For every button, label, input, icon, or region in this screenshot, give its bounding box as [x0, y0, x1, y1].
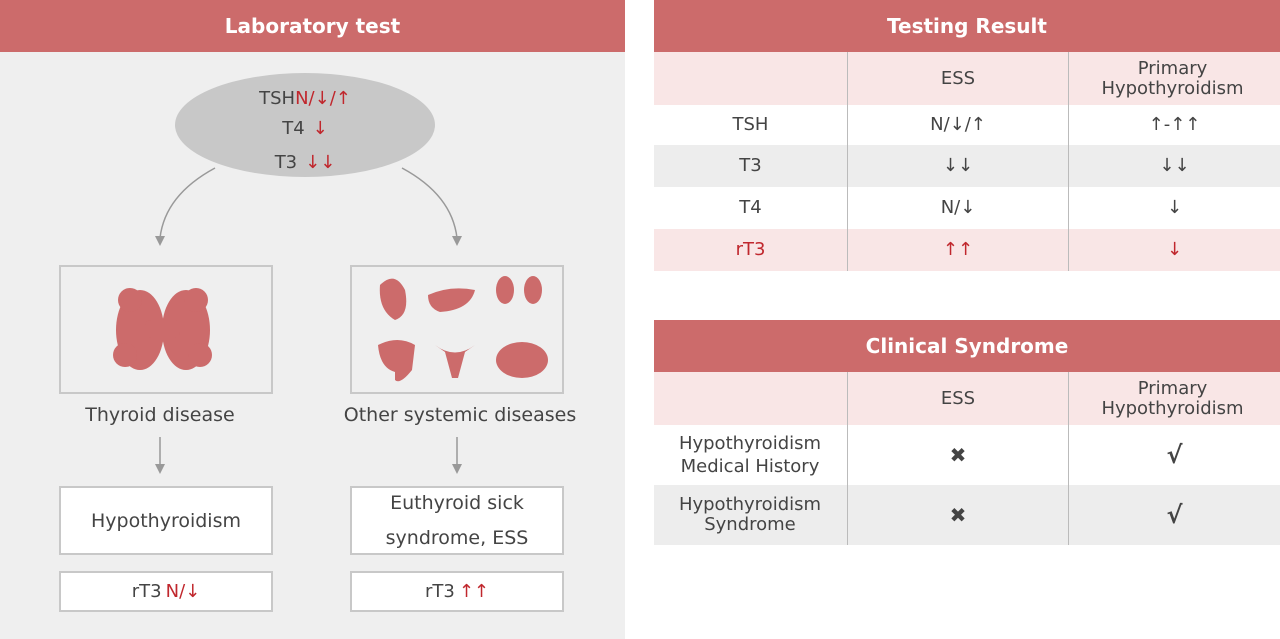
cell: ↓↓: [1159, 155, 1190, 176]
rt3-value: ↑↑: [458, 581, 490, 602]
cell: ↓: [1166, 197, 1183, 218]
cell: TSH: [732, 114, 769, 135]
header-row: [654, 372, 1280, 425]
cell: ✖: [949, 503, 967, 527]
column-header: ESS: [940, 67, 976, 89]
column-header: Primary Hypothyroidism: [1101, 57, 1244, 99]
result-box: Euthyroid sick syndrome, ESS: [350, 486, 564, 555]
divider: [1068, 52, 1069, 271]
rt3-box: rT3 ↑↑: [350, 571, 564, 612]
left-graphics: [113, 73, 548, 474]
oval-value: ↓: [312, 117, 328, 139]
column-header: Primary Hypothyroidism: [1101, 377, 1244, 419]
oval-row: T3 ↓↓: [200, 148, 410, 176]
rt3-box: rT3 N/↓: [59, 571, 273, 612]
divider: [1068, 372, 1069, 545]
cell: N/↓/↑: [930, 114, 986, 135]
rt3-label: rT3: [424, 581, 455, 602]
cell: √: [1166, 501, 1183, 529]
oval-label: T3: [274, 151, 298, 173]
cell: Hypothyroidism Syndrome: [678, 494, 822, 535]
cell: T3: [739, 155, 762, 176]
column-header: ESS: [940, 387, 976, 409]
cell: ↓: [1166, 239, 1183, 260]
cell: T4: [739, 197, 762, 218]
cell: Hypothyroidism Medical History: [678, 433, 822, 477]
cell: √: [1166, 441, 1183, 469]
oval-row: T4 ↓: [200, 114, 410, 142]
row-bg: [654, 485, 1280, 545]
divider: [847, 52, 848, 271]
oval-value: ↓↓: [305, 151, 336, 173]
rt3-value: N/↓: [165, 581, 201, 602]
result-box: Hypothyroidism: [59, 486, 273, 555]
oval-value: N/↓/↑: [295, 87, 351, 109]
icon-box: [350, 265, 564, 394]
cell: ↑-↑↑: [1148, 114, 1201, 135]
cell: rT3: [735, 239, 766, 260]
oval-label: T4: [282, 117, 305, 139]
row-bg: [654, 229, 1280, 271]
oval-row: TSH N/↓/↑: [200, 84, 410, 112]
row-bg: [654, 145, 1280, 187]
cell: N/↓: [940, 197, 976, 218]
caption: Thyroid disease: [85, 404, 235, 426]
cell: ✖: [949, 443, 967, 467]
cell: ↑↑: [942, 239, 974, 260]
left-title: Laboratory test: [0, 0, 625, 52]
table-title: Clinical Syndrome: [654, 320, 1280, 372]
caption: Other systemic diseases: [343, 404, 577, 426]
icon-box: [59, 265, 273, 394]
oval-label: TSH: [259, 87, 296, 109]
table-title: Testing Result: [654, 0, 1280, 52]
cell: ↓↓: [942, 155, 974, 176]
header-row: [654, 52, 1280, 105]
rt3-label: rT3: [131, 581, 162, 602]
divider: [847, 372, 848, 545]
